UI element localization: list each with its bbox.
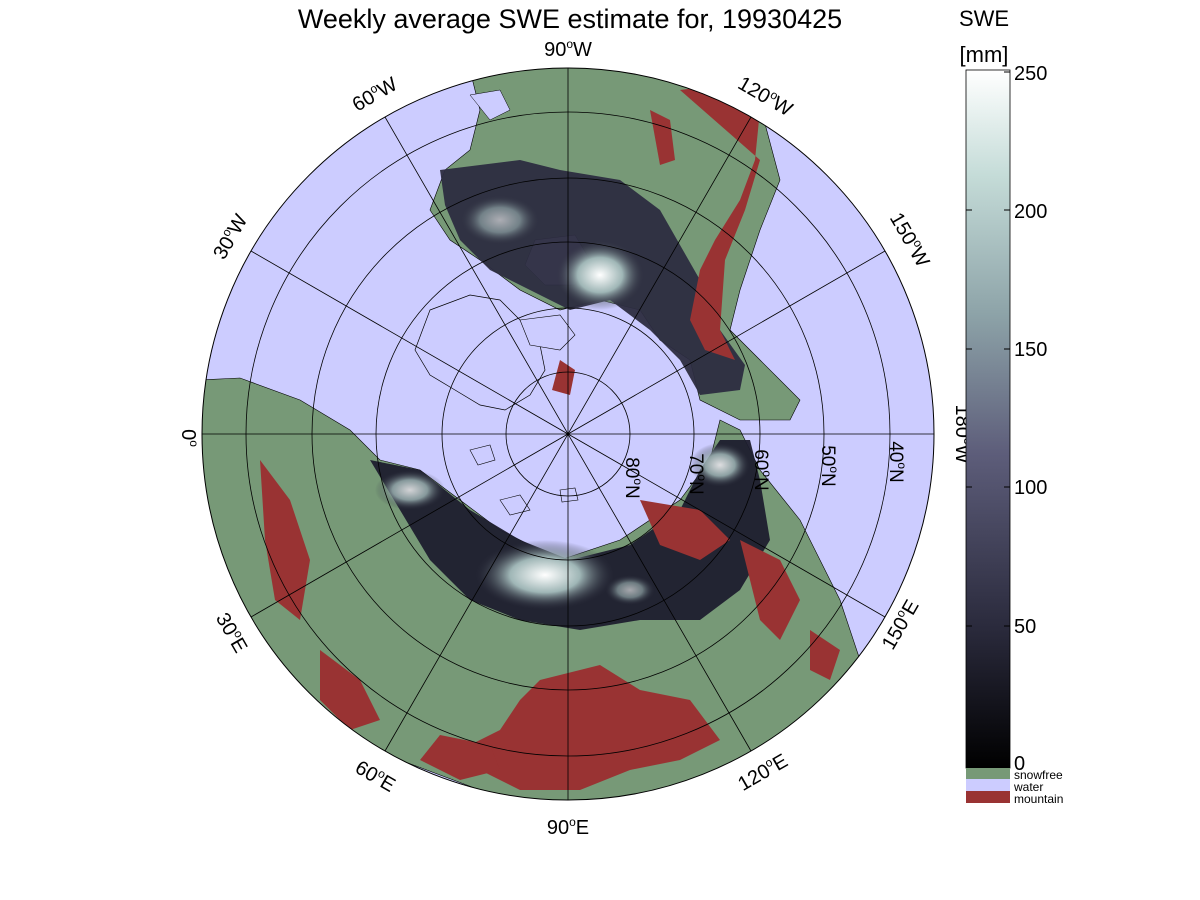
swe-peak-scandinavia	[375, 470, 445, 510]
colorbar-ticks	[966, 71, 1010, 627]
lat-label-50n: 50oN	[817, 445, 841, 487]
svg-text:150oW: 150oW	[885, 208, 935, 271]
colorbar-tick-250: 250	[1014, 63, 1047, 85]
colorbar-label-swe: SWE	[959, 6, 1009, 31]
colorbar-tick-150: 150	[1014, 339, 1047, 361]
lat-label-40n: 40oN	[885, 441, 909, 483]
swe-eurasia	[370, 440, 770, 630]
swe-peak-siberia	[475, 540, 615, 610]
lon-label-90w: 90oW	[544, 37, 592, 61]
lat-label-80n: 80oN	[621, 457, 645, 499]
legend-label-snowfree: snowfree	[1014, 768, 1063, 782]
colorbar-label-unit: [mm]	[960, 42, 1009, 67]
landmasses	[202, 68, 861, 800]
polar-map	[201, 67, 935, 801]
colorbar-tick-0: 0	[1014, 753, 1025, 775]
lon-label-90e: 90oE	[547, 815, 589, 839]
colorbar: SWE [mm] 250 200 150 100 50 0 snowfree	[959, 6, 1063, 806]
lat-label-60n: 60oN	[750, 449, 774, 491]
lon-label-0: 0o	[177, 429, 201, 447]
legend-swatch-water	[966, 779, 1010, 791]
svg-text:30oW: 30oW	[208, 210, 253, 264]
colorbar-gradient	[965, 69, 1011, 769]
colorbar-tick-200: 200	[1014, 201, 1047, 223]
lon-label-30w: 30oW	[208, 210, 253, 264]
lon-label-text: 90	[544, 39, 566, 61]
legend-label-mountain: mountain	[1014, 792, 1063, 806]
svg-text:90oE: 90oE	[547, 815, 589, 839]
svg-text:60oW: 60oW	[348, 72, 402, 117]
swe-peak-eastsiberia	[690, 443, 750, 487]
mountain-areas	[260, 85, 840, 790]
svg-text:50oN: 50oN	[817, 445, 841, 487]
graticule	[201, 67, 935, 801]
svg-text:30oE: 30oE	[211, 608, 253, 657]
swe-peak-ural	[605, 575, 655, 605]
great-lakes-water	[469, 89, 511, 121]
lon-label-60e: 60oE	[351, 755, 400, 797]
legend-swatch-mountain	[966, 791, 1010, 803]
colorbar-tick-50: 50	[1014, 616, 1036, 638]
meridians	[202, 68, 934, 800]
svg-text:80oN: 80oN	[621, 457, 645, 499]
svg-text:90oW: 90oW	[544, 37, 592, 61]
colorbar-tick-100: 100	[1014, 477, 1047, 499]
lon-label-60w: 60oW	[348, 72, 402, 117]
swe-peak-quebec	[460, 195, 540, 245]
lon-label-30e: 30oE	[211, 608, 253, 657]
svg-text:70oN: 70oN	[685, 453, 709, 495]
legend-label-water: water	[1013, 780, 1043, 794]
svg-text:0o: 0o	[177, 429, 201, 447]
greenland-outline	[414, 294, 546, 411]
svg-text:60oE: 60oE	[351, 755, 400, 797]
figure-title: Weekly average SWE estimate for, 1993042…	[297, 4, 843, 34]
lon-label-150w: 150oW	[885, 208, 935, 271]
svg-text:40oN: 40oN	[885, 441, 909, 483]
svg-text:60oN: 60oN	[750, 449, 774, 491]
lat-label-70n: 70oN	[685, 453, 709, 495]
category-legend: snowfree water mountain	[966, 768, 1063, 806]
swe-peak-canada	[555, 240, 645, 310]
arctic-islands	[469, 314, 579, 516]
legend-swatch-snowfree	[966, 768, 1010, 779]
colorbar-tick-labels: 250 200 150 100 50 0	[1014, 63, 1047, 775]
latitude-labels: 80oN 70oN 60oN 50oN 40oN	[621, 441, 909, 499]
